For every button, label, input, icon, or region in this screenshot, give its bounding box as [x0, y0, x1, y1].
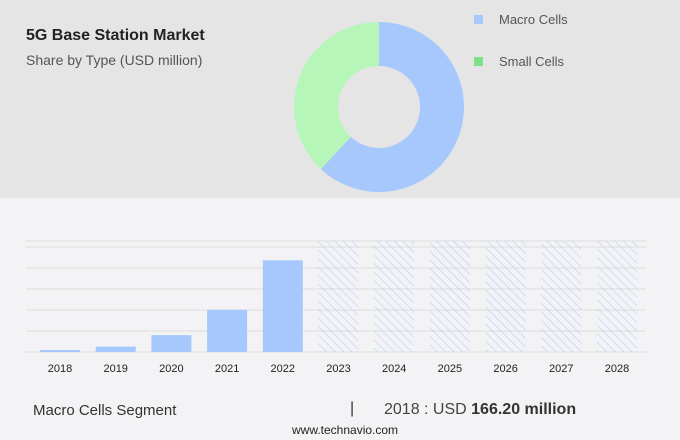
x-tick-label: 2024 — [382, 363, 406, 375]
segment-value: 2018 : USD 166.20 million — [384, 401, 576, 419]
source-link[interactable]: www.technavio.com — [292, 423, 399, 437]
legend-swatch — [474, 15, 483, 24]
x-tick-label: 2028 — [605, 363, 629, 375]
segment-label: Macro Cells Segment — [33, 402, 177, 419]
legend-swatch — [474, 57, 483, 66]
chart-title: 5G Base Station Market — [26, 27, 205, 44]
x-tick-label: 2021 — [215, 363, 239, 375]
donut-slice-macro-cells — [320, 22, 465, 192]
bar-2019 — [95, 346, 136, 352]
bar-2020 — [151, 335, 192, 352]
x-tick-label: 2025 — [438, 363, 462, 375]
x-tick-label: 2020 — [159, 363, 183, 375]
value-prefix: 2018 : USD — [384, 401, 472, 418]
donut-slice-small-cells — [294, 22, 379, 169]
x-tick-label: 2019 — [103, 363, 127, 375]
value-amount: 166.20 million — [471, 401, 577, 418]
forecast-bar-2028 — [597, 241, 637, 352]
legend-label: Macro Cells — [499, 12, 568, 27]
chart-subtitle: Share by Type (USD million) — [26, 52, 203, 68]
forecast-bar-2024 — [374, 241, 415, 352]
bar-2021 — [207, 309, 248, 352]
legend-item-small: Small Cells — [474, 54, 564, 69]
bar-2022 — [262, 260, 303, 352]
legend-label: Small Cells — [499, 54, 565, 69]
forecast-bar-2025 — [429, 241, 470, 352]
x-tick-label: 2026 — [493, 363, 517, 375]
x-tick-label: 2023 — [326, 363, 350, 375]
forecast-bar-2023 — [318, 241, 359, 352]
bar-2018 — [40, 349, 80, 352]
forecast-bar-2026 — [485, 241, 526, 352]
x-tick-label: 2027 — [549, 363, 573, 375]
legend-item-macro: Macro Cells — [474, 12, 568, 27]
separator: | — [350, 400, 355, 417]
x-tick-label: 2022 — [271, 363, 295, 375]
forecast-bar-2027 — [541, 241, 582, 352]
x-tick-label: 2018 — [48, 363, 72, 375]
